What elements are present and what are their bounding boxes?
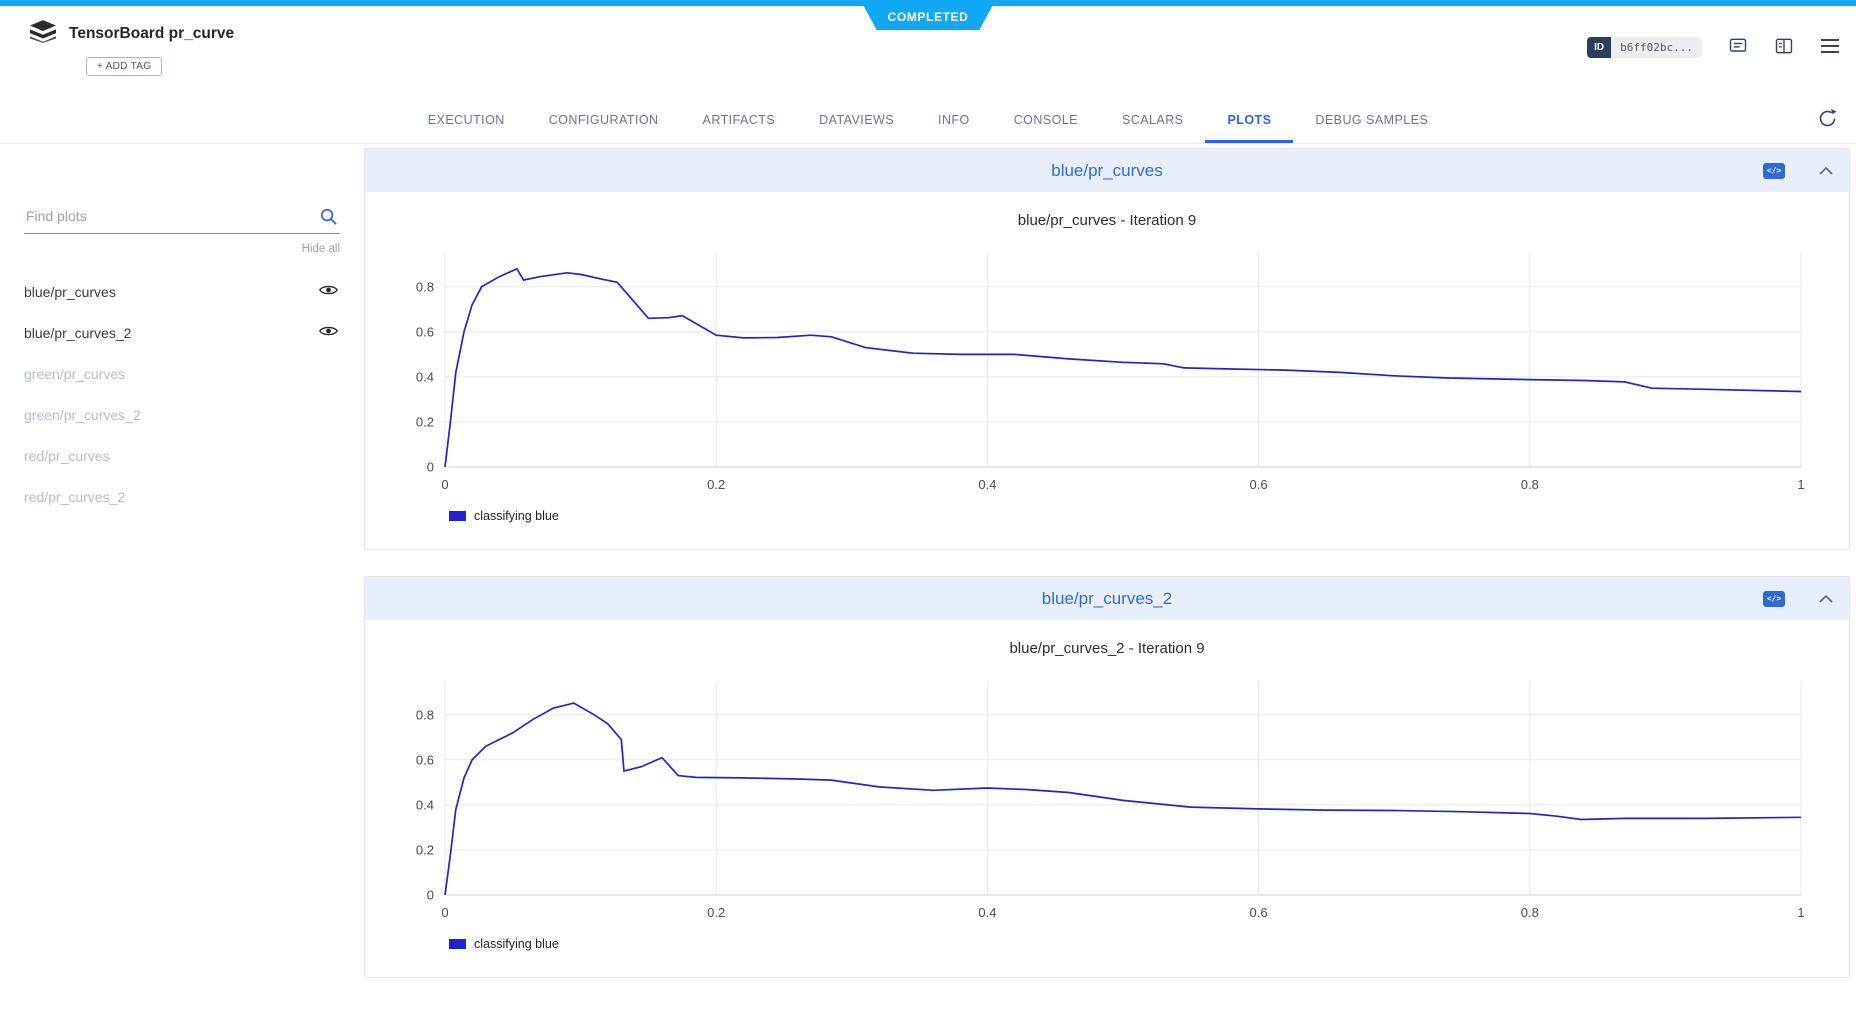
tab-bar: EXECUTION CONFIGURATION ARTIFACTS DATAVI… (0, 96, 1856, 144)
id-value: b6ff02bc... (1611, 37, 1702, 58)
embed-code-button[interactable]: </> (1763, 162, 1785, 179)
chevron-up-icon (1819, 163, 1833, 178)
comments-button[interactable] (1728, 36, 1748, 59)
columns-layout-icon (1774, 36, 1794, 59)
eye-icon (319, 284, 338, 299)
svg-text:0.4: 0.4 (978, 477, 996, 492)
legend-label: classifying blue (474, 937, 559, 951)
list-item-blue-pr-curves[interactable]: blue/pr_curves (24, 271, 340, 312)
legend-swatch (449, 511, 466, 521)
svg-text:0.4: 0.4 (416, 797, 434, 812)
add-tag-button[interactable]: + ADD TAG (86, 57, 163, 76)
svg-text:0.2: 0.2 (707, 905, 725, 920)
tab-artifacts[interactable]: ARTIFACTS (702, 112, 776, 127)
chart-legend[interactable]: classifying blue (449, 509, 1849, 523)
chart-title: blue/pr_curves_2 - Iteration 9 (1009, 640, 1205, 657)
list-item-blue-pr-curves-2[interactable]: blue/pr_curves_2 (24, 312, 340, 353)
search-icon[interactable] (319, 207, 338, 231)
embed-code-button[interactable]: </> (1763, 590, 1785, 607)
svg-text:0.8: 0.8 (416, 707, 434, 722)
details-panel-button[interactable] (1774, 36, 1794, 59)
svg-text:0.4: 0.4 (978, 905, 996, 920)
tab-dataviews[interactable]: DATAVIEWS (819, 112, 895, 127)
tab-configuration[interactable]: CONFIGURATION (548, 112, 659, 127)
tab-info[interactable]: INFO (938, 112, 970, 127)
panel-title: blue/pr_curves (1051, 160, 1163, 180)
panel-blue-pr-curves-2: blue/pr_curves_2 </> blue/pr_curves_2 - … (364, 576, 1850, 978)
panel-header: blue/pr_curves_2 </> (365, 577, 1849, 620)
collapse-panel-button[interactable] (1819, 163, 1833, 178)
svg-text:1: 1 (1797, 477, 1804, 492)
plot-item-label: red/pr_curves_2 (24, 488, 126, 505)
plot-item-label: green/pr_curves_2 (24, 406, 141, 423)
menu-button[interactable] (1820, 38, 1840, 57)
list-item-green-pr-curves-2[interactable]: green/pr_curves_2 (24, 394, 340, 435)
tab-plots[interactable]: PLOTS (1205, 96, 1294, 143)
app-logo (30, 20, 56, 48)
tab-debug-samples[interactable]: DEBUG SAMPLES (1315, 112, 1429, 127)
chart-legend[interactable]: classifying blue (449, 937, 1849, 951)
svg-text:0.6: 0.6 (1250, 905, 1268, 920)
pr-curve-chart[interactable]: 0 0.2 0.4 0.6 0.8 1 0 0.2 0.4 0.6 0.8 (367, 669, 1847, 929)
list-item-red-pr-curves[interactable]: red/pr_curves (24, 435, 340, 476)
svg-text:0.6: 0.6 (1250, 477, 1268, 492)
plot-item-label: red/pr_curves (24, 447, 110, 464)
tab-console[interactable]: CONSOLE (1013, 112, 1078, 127)
svg-text:0.2: 0.2 (416, 414, 434, 429)
auto-refresh-button[interactable] (1817, 108, 1838, 132)
code-icon: </> (1766, 166, 1782, 175)
visibility-toggle[interactable] (317, 323, 340, 342)
svg-text:0.8: 0.8 (1521, 905, 1539, 920)
tab-scalars[interactable]: SCALARS (1121, 112, 1184, 127)
tab-execution[interactable]: EXECUTION (427, 112, 505, 127)
svg-text:0.8: 0.8 (416, 279, 434, 294)
plot-item-label: blue/pr_curves_2 (24, 324, 132, 341)
plot-list: blue/pr_curves blue/pr_curves_2 (24, 271, 340, 517)
panel-blue-pr-curves: blue/pr_curves </> blue/pr_curves - Iter… (364, 148, 1850, 550)
svg-text:0.2: 0.2 (416, 842, 434, 857)
plots-sidebar: Hide all blue/pr_curves blue/pr_curves_2 (0, 144, 364, 1015)
plot-item-label: green/pr_curves (24, 365, 126, 382)
svg-text:0.4: 0.4 (416, 369, 434, 384)
svg-text:0.2: 0.2 (707, 477, 725, 492)
panel-title: blue/pr_curves_2 (1041, 588, 1173, 608)
plots-area: blue/pr_curves </> blue/pr_curves - Iter… (364, 144, 1856, 1015)
svg-text:0: 0 (441, 477, 448, 492)
pr-curve-chart[interactable]: 0 0.2 0.4 0.6 0.8 1 0 0.2 0.4 0.6 0.8 (367, 241, 1847, 501)
list-item-red-pr-curves-2[interactable]: red/pr_curves_2 (24, 476, 340, 517)
panel-header: blue/pr_curves </> (365, 149, 1849, 192)
app-header: TensorBoard pr_curve + ADD TAG ID b6ff02… (0, 6, 1856, 96)
svg-text:1: 1 (1797, 905, 1804, 920)
svg-text:0.8: 0.8 (1521, 477, 1539, 492)
svg-text:0: 0 (427, 888, 434, 903)
status-badge: COMPLETED (864, 6, 993, 30)
svg-text:0.6: 0.6 (416, 752, 434, 767)
refresh-icon (1817, 109, 1838, 132)
visibility-toggle[interactable] (317, 282, 340, 301)
legend-label: classifying blue (474, 509, 559, 523)
comment-icon (1728, 36, 1748, 59)
id-label: ID (1587, 37, 1612, 58)
experiment-title: TensorBoard pr_curve (69, 25, 235, 42)
plot-item-label: blue/pr_curves (24, 283, 116, 300)
experiment-id-chip[interactable]: ID b6ff02bc... (1587, 37, 1702, 58)
svg-text:0: 0 (427, 460, 434, 475)
find-plots-input[interactable] (24, 202, 340, 234)
eye-icon (319, 325, 338, 340)
hamburger-icon (1820, 38, 1840, 57)
svg-text:0.6: 0.6 (416, 324, 434, 339)
chevron-up-icon (1819, 591, 1833, 606)
code-icon: </> (1766, 594, 1782, 603)
status-strip (0, 0, 1856, 6)
chart-title: blue/pr_curves - Iteration 9 (1017, 212, 1197, 229)
svg-text:0: 0 (441, 905, 448, 920)
list-item-green-pr-curves[interactable]: green/pr_curves (24, 353, 340, 394)
legend-swatch (449, 939, 466, 949)
hide-all-link[interactable]: Hide all (301, 243, 340, 255)
collapse-panel-button[interactable] (1819, 591, 1833, 606)
